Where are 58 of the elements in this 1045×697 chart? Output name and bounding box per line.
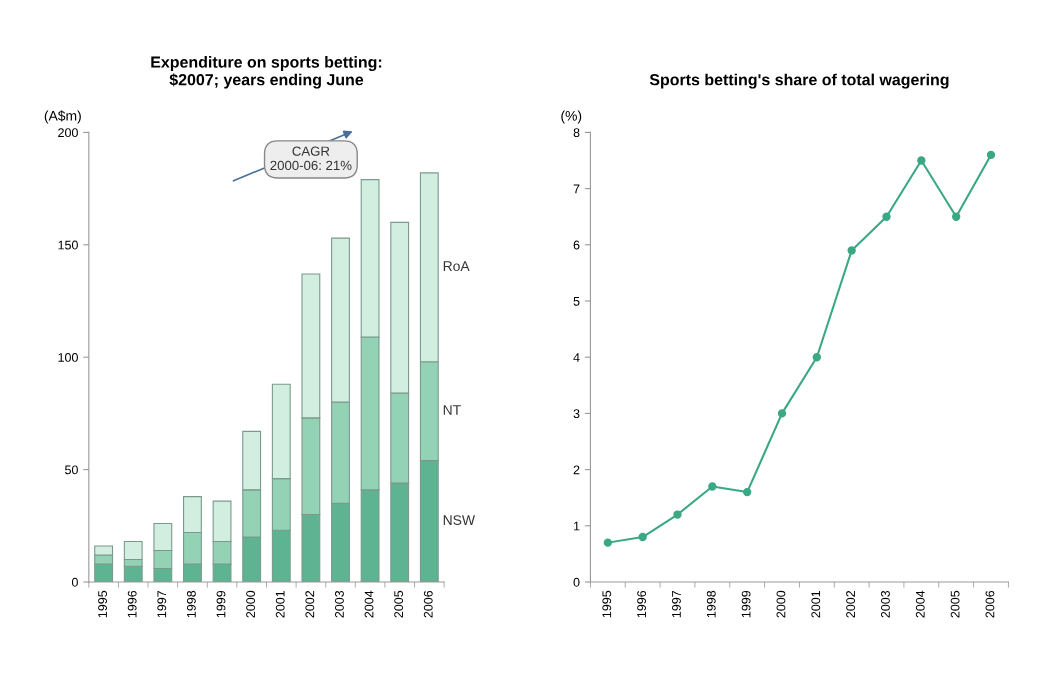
y-tick-label: 1: [574, 521, 580, 531]
x-tick-label: 1997: [672, 590, 681, 618]
point: [847, 246, 856, 255]
x-tick-label: 2005: [950, 590, 960, 618]
point: [812, 353, 822, 362]
x-tick-label: 1997: [157, 590, 167, 618]
x-tick-label: 2003: [335, 590, 344, 618]
y-tick-label: 0: [573, 577, 580, 587]
x-tick-label: 1996: [127, 590, 137, 618]
y-tick-label: 100: [58, 353, 78, 362]
y-axis-title: (%): [561, 110, 582, 124]
x-tick-label: 2002: [305, 590, 315, 618]
y-tick-label: 4: [573, 353, 580, 362]
x-tick-label: 2006: [423, 590, 433, 618]
annotation: CAGR 2000-06: 21%: [270, 146, 352, 171]
point: [986, 150, 996, 160]
x-tick-label: 1995: [98, 590, 107, 618]
series-label: RoA: [443, 261, 470, 272]
y-tick-label: 50: [65, 465, 78, 475]
x-tick-label: 2000: [246, 590, 256, 618]
x-tick-label: 2000: [776, 590, 786, 618]
point: [917, 156, 926, 165]
point: [708, 482, 717, 491]
y-tick-label: 2: [573, 465, 580, 475]
point: [952, 212, 961, 221]
point: [743, 487, 752, 497]
x-tick-label: 2003: [881, 590, 890, 618]
x-tick-label: 1996: [637, 590, 647, 618]
point: [638, 532, 647, 542]
y-tick-label: 5: [573, 296, 580, 306]
x-tick-label: 2001: [275, 590, 285, 618]
x-tick-label: 1998: [186, 590, 196, 618]
x-tick-label: 1999: [216, 590, 226, 618]
point: [777, 409, 787, 418]
y-tick-label: 150: [58, 240, 78, 250]
y-tick-label: 200: [58, 128, 78, 138]
x-tick-label: 2005: [394, 590, 404, 618]
x-tick-label: 2004: [364, 590, 374, 618]
point: [673, 510, 682, 519]
x-tick-label: 1998: [706, 590, 716, 618]
point: [603, 538, 613, 547]
y-tick-label: 0: [71, 577, 78, 587]
chart-title: Expenditure on sports betting: $2007; years ending June: [151, 56, 382, 89]
x-tick-label: 2004: [915, 590, 925, 618]
y-tick-label: 7: [573, 184, 580, 194]
y-tick-label: 6: [573, 240, 580, 250]
y-axis-title: (A$m): [44, 110, 81, 124]
series-label: NSW: [443, 515, 475, 526]
x-tick-label: 2002: [846, 590, 856, 618]
x-tick-label: 1995: [602, 590, 612, 618]
x-tick-label: 2001: [811, 590, 821, 618]
y-tick-label: 8: [573, 128, 580, 138]
x-tick-label: 2006: [985, 590, 995, 618]
series-label: NT: [443, 405, 461, 415]
y-tick-label: 3: [573, 409, 580, 419]
chart-title: Sports betting's share of total wagering: [649, 73, 949, 89]
x-tick-label: 1999: [741, 590, 751, 618]
point: [882, 212, 891, 221]
